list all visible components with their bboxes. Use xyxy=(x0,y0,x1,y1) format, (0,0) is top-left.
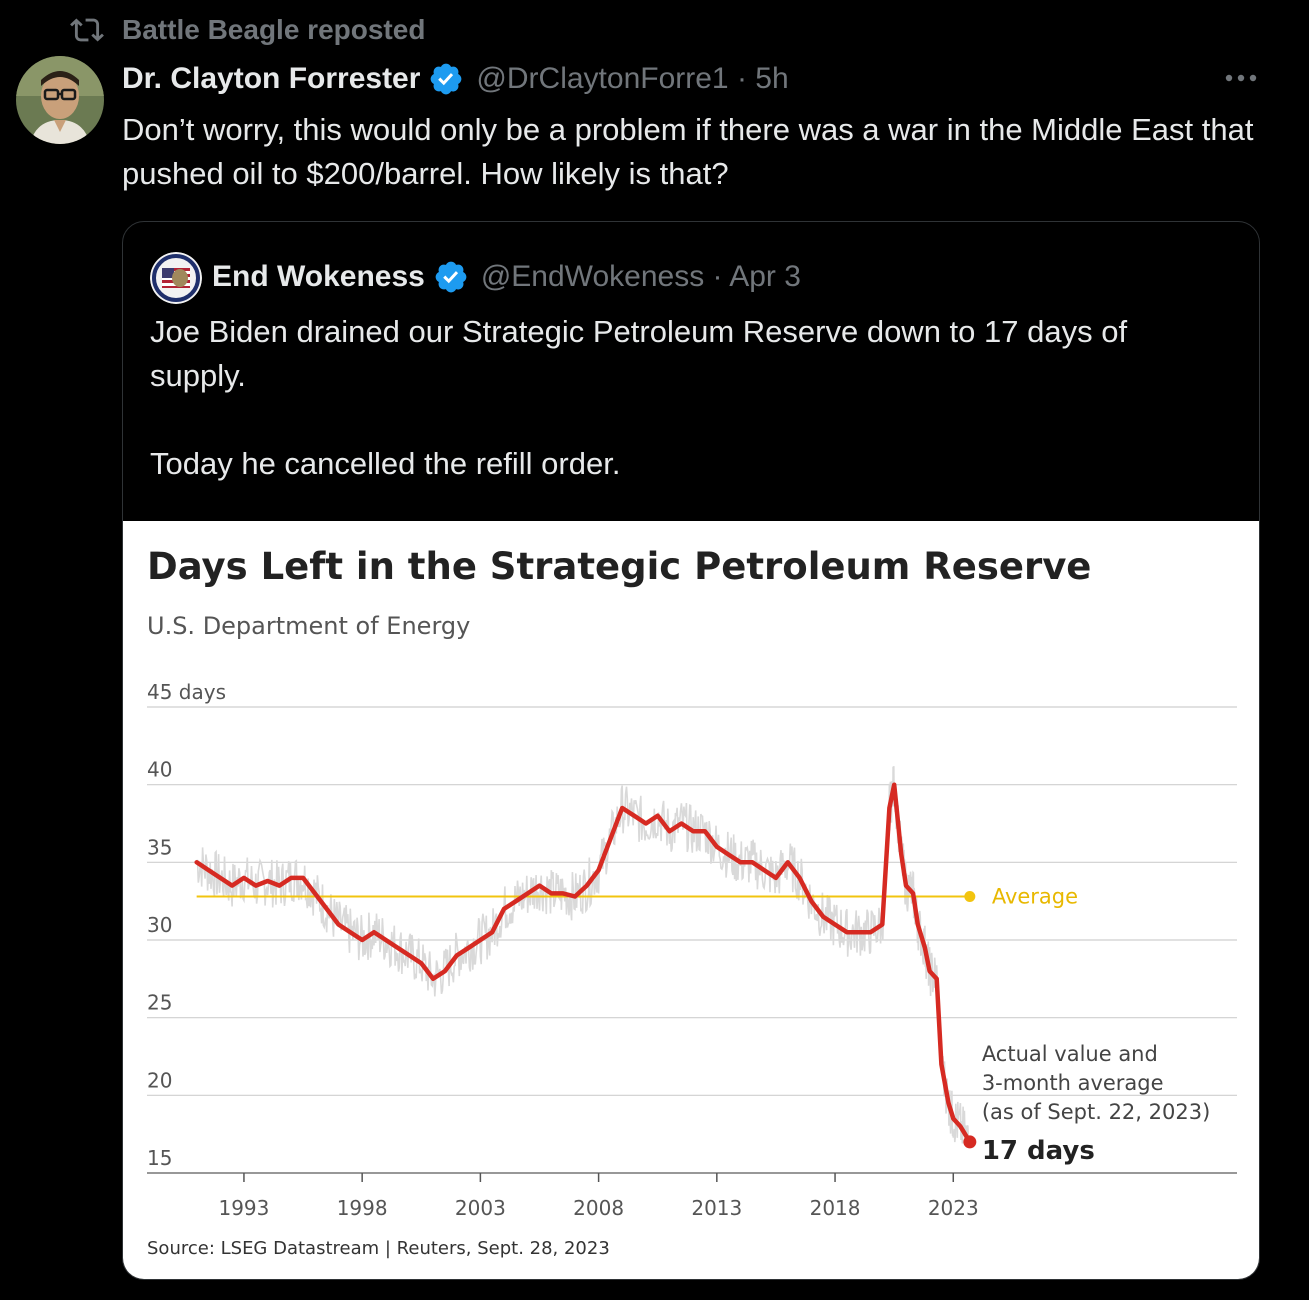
y-tick-label: 15 xyxy=(147,1146,172,1170)
annotation-value: 17 days xyxy=(982,1136,1095,1166)
y-tick-label: 45 days xyxy=(147,680,226,704)
quoted-author-handle-time[interactable]: @EndWokeness · Apr 3 xyxy=(480,260,801,293)
repost-indicator[interactable]: Battle Beagle reposted xyxy=(70,12,425,48)
y-tick-label: 25 xyxy=(147,991,172,1015)
x-tick-label: 1998 xyxy=(337,1196,388,1220)
chart-title: Days Left in the Strategic Petroleum Res… xyxy=(147,545,1091,588)
average-label: Average xyxy=(992,885,1078,909)
x-tick-label: 1993 xyxy=(218,1196,269,1220)
more-options-icon[interactable] xyxy=(1222,64,1260,92)
author-name[interactable]: Dr. Clayton Forrester xyxy=(122,62,421,95)
quoted-text-line-1: Joe Biden drained our Strategic Petroleu… xyxy=(150,314,1128,393)
x-tick-label: 2013 xyxy=(691,1196,742,1220)
author-row: Dr. Clayton Forrester @DrClaytonForre1 ·… xyxy=(122,56,789,102)
quoted-tweet-text: Joe Biden drained our Strategic Petroleu… xyxy=(150,310,1230,486)
x-tick-label: 2018 xyxy=(810,1196,861,1220)
y-tick-label: 40 xyxy=(147,758,172,782)
repost-icon xyxy=(70,18,104,42)
repost-label: Battle Beagle reposted xyxy=(122,14,426,45)
x-tick-label: 2008 xyxy=(573,1196,624,1220)
avatar-image xyxy=(16,56,104,144)
x-tick-label: 2023 xyxy=(928,1196,979,1220)
chart-subtitle: U.S. Department of Energy xyxy=(147,612,470,640)
chart-source: Source: LSEG Datastream | Reuters, Sept.… xyxy=(147,1238,610,1259)
verified-badge-icon[interactable] xyxy=(433,259,469,295)
annotation-line: 3-month average xyxy=(982,1071,1164,1095)
author-avatar[interactable] xyxy=(16,56,104,144)
avatar-image xyxy=(150,252,202,304)
chart-svg: Days Left in the Strategic Petroleum Res… xyxy=(147,545,1237,1259)
chart-image[interactable]: Days Left in the Strategic Petroleum Res… xyxy=(123,521,1259,1279)
series-line xyxy=(194,782,973,1145)
quoted-author-avatar[interactable] xyxy=(150,252,202,304)
verified-badge-icon[interactable] xyxy=(428,61,464,97)
latest-value-marker xyxy=(963,1135,977,1149)
y-tick-label: 30 xyxy=(147,913,172,937)
annotation-line: (as of Sept. 22, 2023) xyxy=(982,1100,1210,1124)
quoted-tweet[interactable]: End Wokeness @EndWokeness · Apr 3 Joe Bi… xyxy=(122,221,1260,1280)
author-handle-time[interactable]: @DrClaytonForre1 · 5h xyxy=(476,62,789,95)
y-tick-label: 35 xyxy=(147,835,172,859)
x-tick-label: 2003 xyxy=(455,1196,506,1220)
raw-value-line xyxy=(195,766,970,1144)
average-marker xyxy=(964,891,976,903)
quoted-text-line-2: Today he cancelled the refill order. xyxy=(150,446,621,481)
quoted-author-name[interactable]: End Wokeness xyxy=(212,260,425,293)
quoted-author-row: End Wokeness @EndWokeness · Apr 3 xyxy=(212,254,801,300)
y-tick-label: 20 xyxy=(147,1068,172,1092)
annotation-line: Actual value and xyxy=(982,1042,1158,1066)
tweet-text: Don’t worry, this would only be a proble… xyxy=(122,112,1254,191)
